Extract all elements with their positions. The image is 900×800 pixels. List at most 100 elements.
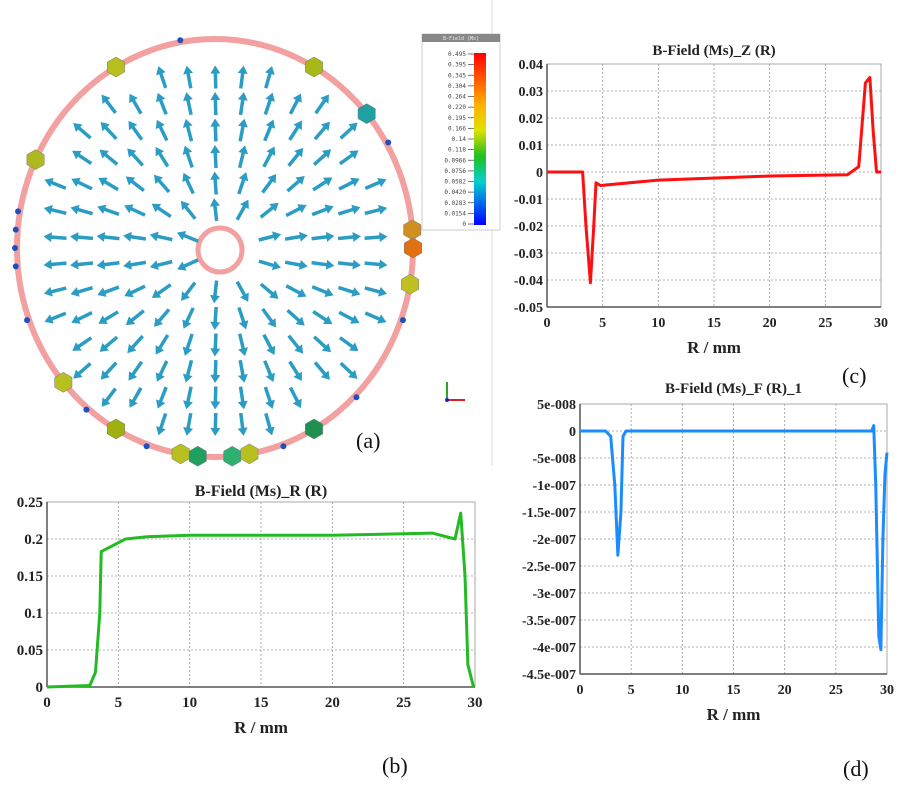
x-tick-label: 10	[651, 316, 665, 331]
field-arrow-shaft	[156, 259, 173, 268]
colorbar-tick-label: 0.495	[448, 51, 466, 58]
field-arrow-head	[292, 398, 302, 409]
field-arrow-head	[153, 174, 163, 185]
rim-dot-marker	[12, 263, 19, 270]
field-arrow-head	[320, 94, 329, 104]
field-arrow-shaft	[262, 151, 273, 168]
field-arrow-head	[124, 288, 134, 298]
chart-title: B-Field (Ms)_R (R)	[195, 483, 327, 500]
field-arrow-head	[70, 287, 80, 297]
field-arrow-head	[100, 370, 110, 380]
field-arrow-shaft	[186, 386, 193, 403]
field-arrow-head	[238, 320, 249, 330]
rim-dot-marker	[83, 406, 90, 413]
x-tick-label: 10	[182, 695, 197, 711]
field-arrow-head	[295, 175, 305, 185]
field-arrow-head	[182, 319, 192, 329]
field-arrow-shaft	[185, 359, 194, 377]
field-arrow-head	[210, 118, 221, 127]
field-arrow-head	[379, 259, 388, 270]
field-arrow-shaft	[213, 125, 218, 142]
y-tick-label: 0.25	[17, 495, 43, 511]
field-arrow-shaft	[286, 309, 301, 323]
series-line	[580, 424, 889, 652]
field-arrow-head	[352, 259, 361, 270]
rim-hexagon-marker	[26, 149, 45, 170]
rim-dot-marker	[12, 245, 18, 251]
field-arrow-shaft	[364, 311, 381, 321]
field-arrow-head	[101, 94, 111, 105]
field-arrow-head	[379, 232, 388, 243]
panel-label-b: (b)	[382, 753, 408, 778]
field-arrow-head	[182, 373, 193, 383]
field-arrow-head	[237, 65, 248, 75]
chart-title: B-Field (Ms)_F (R)_1	[665, 381, 802, 397]
field-arrow-shaft	[76, 207, 94, 216]
field-arrow-shaft	[77, 336, 93, 349]
field-arrow-head	[210, 92, 221, 101]
field-arrow-head	[70, 259, 79, 270]
field-arrow-shaft	[77, 153, 93, 166]
field-vector-plot: B-Field (Ms) 0.495 0.395 0.345 0.304 0.264 0.2…	[0, 0, 501, 467]
y-tick-label: -4.5e-007	[522, 668, 576, 683]
colorbar-tick-label: 0.304	[448, 83, 466, 90]
field-arrow-head	[44, 177, 54, 188]
field-arrow-shaft	[184, 307, 195, 324]
field-arrow-head	[377, 177, 387, 188]
field-arrow-head	[177, 261, 187, 271]
rim-hexagon-marker	[305, 418, 323, 440]
field-arrow-head	[265, 119, 276, 129]
y-tick-label: 0.1	[24, 606, 43, 622]
y-tick-label: 5e-008	[537, 398, 576, 413]
field-arrow-shaft	[364, 180, 381, 191]
field-arrow-head	[238, 145, 249, 155]
field-arrow-shaft	[76, 285, 94, 294]
field-arrow-head	[182, 346, 193, 356]
field-arrow-shaft	[337, 285, 355, 294]
field-arrow-head	[43, 259, 52, 270]
y-tick-label: -0.03	[514, 247, 543, 262]
field-arrow-shaft	[258, 259, 275, 268]
field-arrow-shaft	[103, 235, 120, 241]
panel-label-a: (a)	[356, 428, 380, 453]
rim-hexagon-marker	[240, 443, 259, 465]
rim-dot-marker	[280, 443, 287, 450]
field-arrow-head	[183, 92, 193, 102]
y-tick-label: -4e-007	[532, 641, 576, 656]
field-arrow-head	[43, 232, 52, 243]
field-arrow-shaft	[288, 386, 300, 403]
field-arrow-shaft	[157, 334, 170, 350]
x-tick-label: 15	[727, 683, 741, 698]
field-arrow-head	[348, 122, 358, 132]
rim-dot-marker	[24, 317, 31, 324]
field-arrow-shaft	[182, 233, 199, 243]
field-arrow-head	[298, 260, 308, 270]
field-arrow-shaft	[103, 152, 119, 166]
field-arrow-shaft	[104, 99, 117, 115]
field-arrow-shaft	[338, 336, 354, 349]
field-arrow-head	[237, 374, 248, 383]
field-arrow-shaft	[364, 207, 381, 216]
field-arrow-head	[129, 398, 138, 408]
field-arrow-shaft	[311, 235, 328, 241]
field-arrow-shaft	[50, 286, 67, 294]
field-arrow-shaft	[185, 333, 194, 350]
field-arrow-shaft	[130, 152, 145, 167]
x-axis-label: R / mm	[234, 718, 288, 737]
field-arrow-head	[44, 314, 54, 324]
colorbar-tick-label: 0.0966	[444, 157, 466, 164]
x-tick-label: 25	[829, 683, 843, 698]
field-arrow-head	[149, 231, 159, 242]
field-arrow-shaft	[129, 284, 146, 295]
field-arrow-shaft	[213, 204, 219, 222]
field-arrow-shaft	[284, 234, 302, 241]
field-arrow-shaft	[237, 306, 246, 324]
rim-dot-marker	[177, 37, 184, 44]
chart-d: 0 5 10 15 20 25 30 -4.5e-007 -4e-007 -3.5e-007 -3e…	[522, 381, 894, 724]
field-arrow-shaft	[77, 362, 92, 376]
field-arrow-shaft	[263, 98, 273, 116]
field-arrow-head	[123, 231, 132, 242]
field-arrow-head	[210, 145, 221, 154]
field-arrow-head	[324, 204, 334, 214]
